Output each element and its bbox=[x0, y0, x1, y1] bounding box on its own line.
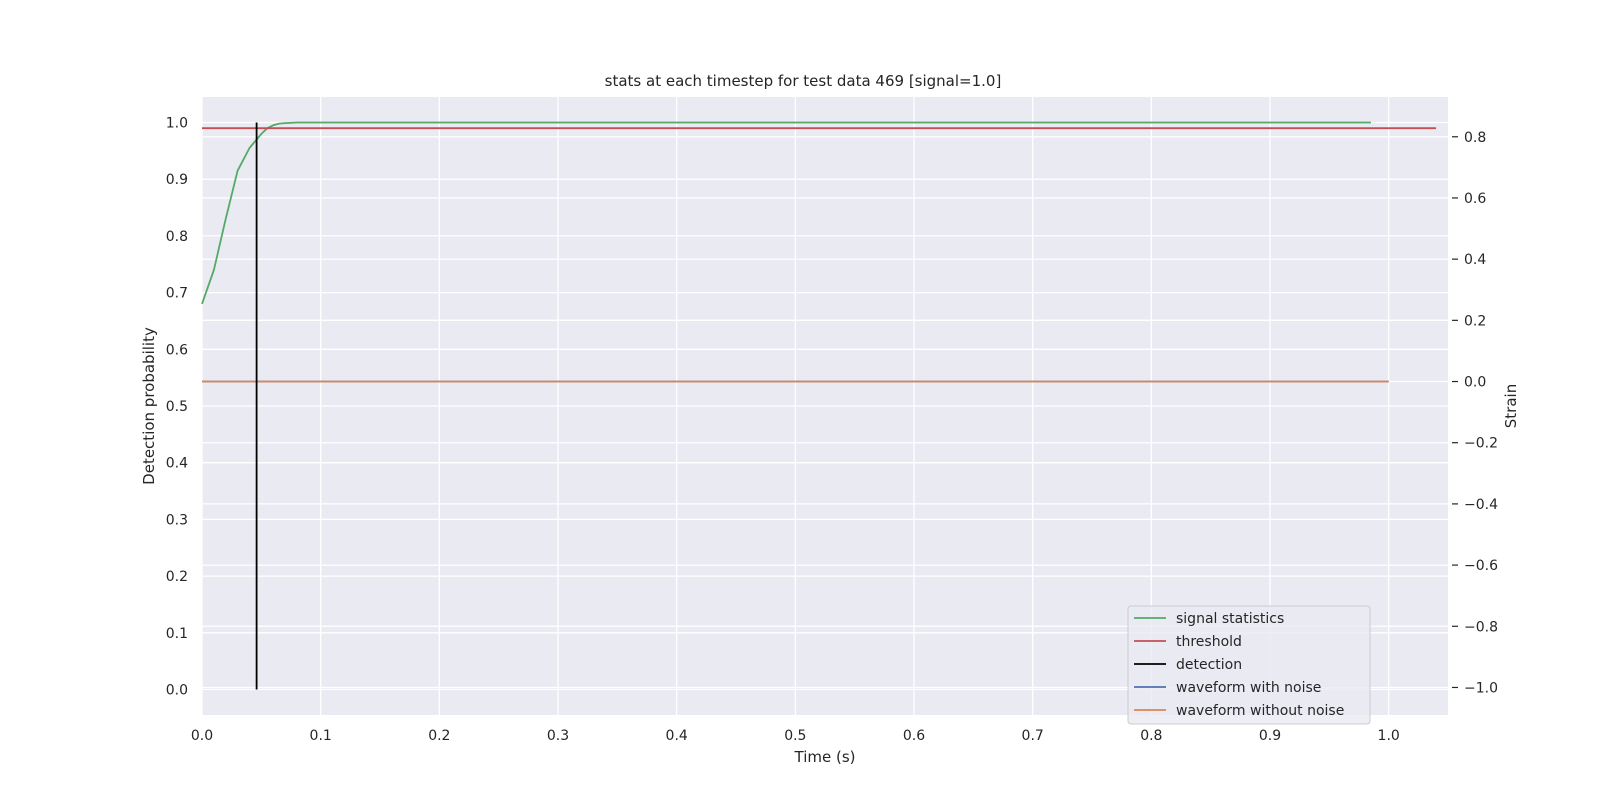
y2-tick-label: −0.8 bbox=[1464, 619, 1498, 635]
series-signal-statistics bbox=[201, 121, 1371, 305]
y-tick-label: 0.7 bbox=[166, 286, 188, 302]
y-tick-label: 0.3 bbox=[166, 512, 188, 528]
x-tick-label: 0.0 bbox=[191, 728, 213, 744]
y-tick-label: 0.4 bbox=[166, 456, 188, 472]
y-tick-label: 0.5 bbox=[166, 399, 188, 415]
x-tick-label: 0.7 bbox=[1022, 728, 1044, 744]
y2-tick-label: −0.4 bbox=[1464, 497, 1498, 513]
y-tick-label: 0.8 bbox=[166, 229, 188, 245]
x-axis-title: Time (s) bbox=[794, 748, 856, 766]
x-tick-label: 0.3 bbox=[547, 728, 569, 744]
y2-tick-label: −0.6 bbox=[1464, 558, 1498, 574]
x-tick-label: 1.0 bbox=[1378, 728, 1400, 744]
legend-label: waveform with noise bbox=[1176, 680, 1321, 696]
y-tick-label: 0.6 bbox=[166, 342, 188, 358]
legend-box bbox=[1127, 605, 1371, 725]
x-tick-label: 0.5 bbox=[784, 728, 806, 744]
legend-label: waveform without noise bbox=[1176, 703, 1344, 719]
x-axis-ticks: 0.0 0.1 0.2 0.3 0.4 0.5 0.6 0.7 0.8 0.9 1.0 bbox=[191, 728, 1400, 744]
y-tick-label: 0.2 bbox=[166, 569, 188, 585]
x-tick-label: 0.6 bbox=[903, 728, 925, 744]
x-tick-label: 0.8 bbox=[1140, 728, 1162, 744]
y-axis-left-ticks: 0.0 0.1 0.2 0.3 0.4 0.5 0.6 0.7 0.8 0.9 1.0 bbox=[166, 116, 188, 699]
x-tick-label: 0.2 bbox=[428, 728, 450, 744]
x-tick-label: 0.4 bbox=[666, 728, 688, 744]
y-tick-label: 0.1 bbox=[166, 626, 188, 642]
y2-axis-title: Strain bbox=[1502, 384, 1520, 428]
y-tick-label: 1.0 bbox=[166, 116, 188, 132]
y2-tick-label: 0.0 bbox=[1464, 375, 1486, 391]
series-layer bbox=[201, 121, 1437, 690]
y2-tick-label: 0.4 bbox=[1464, 252, 1486, 268]
chart-title: stats at each timestep for test data 469… bbox=[605, 72, 1002, 90]
x-tick-label: 0.1 bbox=[310, 728, 332, 744]
y2-tick-label: −1.0 bbox=[1464, 680, 1498, 696]
legend-label: threshold bbox=[1176, 634, 1242, 650]
legend-label: signal statistics bbox=[1176, 611, 1284, 627]
y2-tick-label: 0.8 bbox=[1464, 130, 1486, 146]
y-tick-label: 0.9 bbox=[166, 172, 188, 188]
legend: signal statistics threshold detection wavef… bbox=[1127, 605, 1371, 725]
legend-label: detection bbox=[1176, 657, 1242, 673]
y2-tick-label: 0.6 bbox=[1464, 191, 1486, 207]
y2-tick-label: −0.2 bbox=[1464, 436, 1498, 452]
y-axis-right-ticks: −1.0 −0.8 −0.6 −0.4 −0.2 0.0 0.2 0.4 0.6 0.8 bbox=[1452, 130, 1498, 696]
x-tick-label: 0.9 bbox=[1259, 728, 1281, 744]
y2-tick-label: 0.2 bbox=[1464, 313, 1486, 329]
y-axis-title: Detection probability bbox=[140, 327, 158, 485]
y-tick-label: 0.0 bbox=[166, 682, 188, 698]
